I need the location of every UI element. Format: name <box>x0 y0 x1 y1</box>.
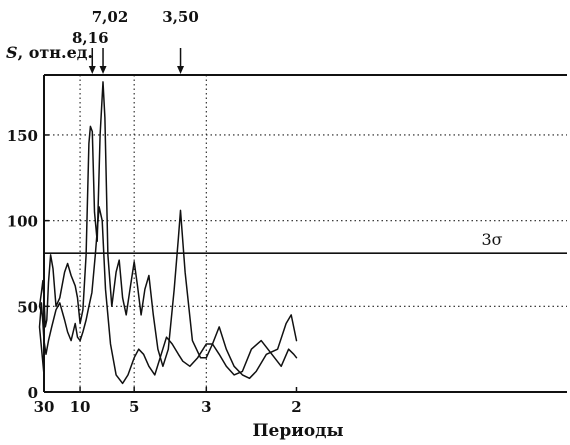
labels: S, отн.ед. Периоды 0 50 100 150 30 10 5 3 2 3σ 8,1… <box>6 8 503 441</box>
series-line-2 <box>38 206 298 385</box>
x-tick-label: 2 <box>291 398 301 416</box>
peak-arrow-head <box>99 66 107 74</box>
y-tick-label: 100 <box>7 213 38 231</box>
series-line-1 <box>38 81 298 380</box>
y-axis-label: S, отн.ед. <box>6 43 93 62</box>
x-tick-label: 3 <box>201 398 211 416</box>
series-lines <box>38 81 298 385</box>
threshold-label: 3σ <box>481 230 502 249</box>
y-tick-label: 150 <box>7 127 38 145</box>
y-axis-unit: , отн.ед. <box>18 43 93 62</box>
grid-lines <box>44 75 567 392</box>
y-tick-label: 0 <box>28 384 38 402</box>
axes <box>43 48 567 393</box>
peak-label: 8,16 <box>72 29 109 47</box>
x-tick-label: 5 <box>129 398 139 416</box>
x-axis-label: Периоды <box>252 421 343 441</box>
peak-label: 3,50 <box>162 8 199 26</box>
x-tick-label: 10 <box>70 398 91 416</box>
peak-label: 7,02 <box>92 8 129 26</box>
x-tick-label: 30 <box>34 398 55 416</box>
y-tick-label: 50 <box>17 298 38 316</box>
peak-arrow-head <box>177 66 185 74</box>
y-axis-symbol: S <box>6 43 18 62</box>
peak-arrow-head <box>88 66 96 74</box>
